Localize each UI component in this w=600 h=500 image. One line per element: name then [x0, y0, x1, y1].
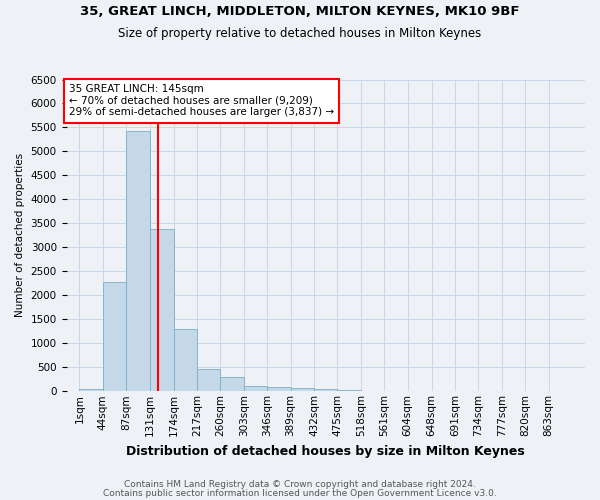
Bar — [244, 386, 267, 392]
Text: Contains HM Land Registry data © Crown copyright and database right 2024.: Contains HM Land Registry data © Crown c… — [124, 480, 476, 489]
Bar — [220, 377, 244, 392]
Bar — [197, 369, 220, 392]
X-axis label: Distribution of detached houses by size in Milton Keynes: Distribution of detached houses by size … — [127, 444, 525, 458]
Text: Contains public sector information licensed under the Open Government Licence v3: Contains public sector information licen… — [103, 488, 497, 498]
Bar — [79, 389, 103, 392]
Bar — [314, 390, 337, 392]
Bar — [290, 388, 314, 392]
Bar — [126, 131, 149, 392]
Bar — [267, 387, 290, 392]
Bar — [103, 282, 126, 392]
Bar — [150, 228, 173, 392]
Y-axis label: Number of detached properties: Number of detached properties — [15, 154, 25, 318]
Text: 35, GREAT LINCH, MIDDLETON, MILTON KEYNES, MK10 9BF: 35, GREAT LINCH, MIDDLETON, MILTON KEYNE… — [80, 5, 520, 18]
Bar — [337, 390, 361, 392]
Bar — [173, 330, 197, 392]
Text: Size of property relative to detached houses in Milton Keynes: Size of property relative to detached ho… — [118, 28, 482, 40]
Text: 35 GREAT LINCH: 145sqm
← 70% of detached houses are smaller (9,209)
29% of semi-: 35 GREAT LINCH: 145sqm ← 70% of detached… — [69, 84, 334, 117]
